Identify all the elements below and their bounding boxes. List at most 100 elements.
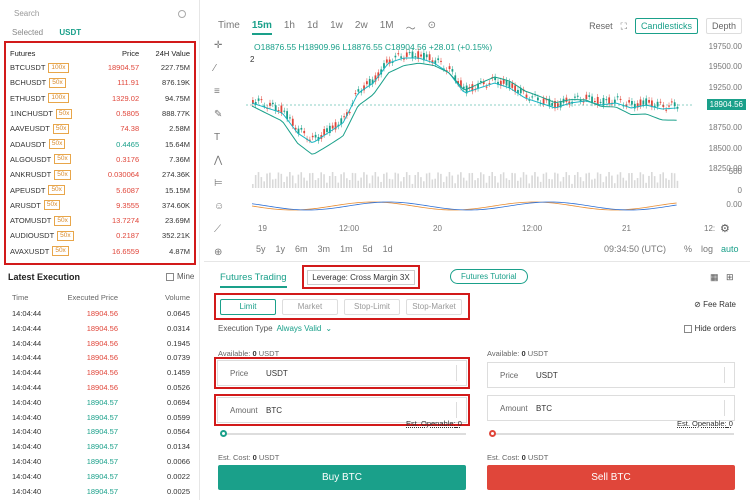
line-style-icon[interactable]: 〜 — [405, 24, 416, 35]
ohlc-readout: O18876.55 H18909.96 L18876.55 C18904.56 … — [254, 42, 493, 52]
futures-row[interactable]: ARUSDT 50x 9.3555 374.60K — [6, 198, 194, 213]
reset-button[interactable]: Reset — [589, 21, 613, 31]
buy-amount-stepper[interactable] — [456, 402, 462, 418]
sell-slider-handle[interactable] — [489, 430, 496, 437]
settings-icon[interactable]: ⚙ — [720, 223, 730, 235]
futures-symbol: ALGOUSDT — [10, 154, 52, 164]
auto-toggle[interactable]: auto — [721, 244, 739, 254]
buy-slider-handle[interactable] — [220, 430, 227, 437]
futures-symbol: ETHUSDT — [10, 93, 46, 103]
range-6m[interactable]: 6m — [295, 244, 308, 254]
fib-icon[interactable]: ≡ — [214, 86, 220, 97]
interval-time[interactable]: Time — [218, 20, 240, 31]
volume-bar — [388, 178, 391, 188]
order-type-limit[interactable]: Limit — [220, 298, 276, 315]
futures-tutorial-button[interactable]: Futures Tutorial — [450, 269, 528, 284]
range-3m[interactable]: 3m — [317, 244, 331, 254]
order-type-stop-market[interactable]: Stop-Market — [406, 298, 462, 315]
pattern-icon[interactable]: ⋀ — [214, 155, 223, 166]
text-icon[interactable]: T — [214, 132, 221, 143]
hide-orders-checkbox[interactable] — [683, 324, 692, 333]
mine-toggle[interactable]: Mine — [166, 272, 194, 281]
zoom-icon[interactable]: ⊕ — [214, 247, 223, 258]
measure-icon[interactable]: ⊨ — [214, 178, 223, 189]
fee-rate-link[interactable]: ⊘ Fee Rate — [694, 300, 736, 309]
order-type-stop-limit[interactable]: Stop-Limit — [344, 298, 400, 315]
fullscreen-icon[interactable]: ⛶ — [620, 20, 627, 31]
depth-button[interactable]: Depth — [705, 18, 742, 34]
order-type-market[interactable]: Market — [282, 298, 338, 315]
log-toggle[interactable]: log — [701, 244, 714, 254]
candlesticks-button[interactable]: Candlesticks — [634, 18, 698, 34]
buy-price-input[interactable]: Price USDT — [217, 360, 467, 386]
trendline-icon[interactable]: ⁄ — [214, 63, 216, 74]
range-1m[interactable]: 1m — [340, 244, 353, 254]
hide-orders[interactable]: Hide orders — [683, 324, 736, 333]
futures-row[interactable]: APEUSDT 50x 5.6087 15.15M — [6, 182, 194, 197]
chart-canvas[interactable] — [246, 30, 694, 240]
futures-row[interactable]: 1INCHUSDT 50x 0.5805 888.77K — [6, 106, 194, 121]
futures-row[interactable]: ETHUSDT 100x 1329.02 94.75M — [6, 91, 194, 106]
leverage-button[interactable]: Leverage: Cross Margin 3X — [307, 269, 415, 285]
interval-1d[interactable]: 1d — [307, 20, 319, 31]
x-tick: 21 — [622, 224, 631, 233]
tab-futures-trading[interactable]: Futures Trading — [220, 272, 287, 288]
range-5d[interactable]: 5d — [362, 244, 373, 254]
interval-1w[interactable]: 1w — [330, 20, 343, 31]
chevron-down-icon: ⌄ — [325, 324, 333, 333]
futures-row[interactable]: AVAXUSDT 50x 16.6559 4.87M — [6, 244, 194, 259]
volume-bar — [636, 178, 639, 188]
latest-execution-header: Time Executed Price Volume — [0, 293, 200, 302]
interval-15m[interactable]: 15m — [251, 20, 272, 35]
calculator-icon[interactable]: ⊞ — [726, 272, 734, 282]
buy-button[interactable]: Buy BTC — [218, 465, 466, 490]
futures-row[interactable]: ADAUSDT 50x 0.4465 15.64M — [6, 136, 194, 151]
range-5y[interactable]: 5y — [256, 244, 266, 254]
exec-dropdown[interactable]: Always Valid — [276, 324, 322, 333]
futures-row[interactable]: BCHUSDT 50x 111.91 876.19K — [6, 75, 194, 90]
buy-price-stepper[interactable] — [456, 365, 462, 381]
brush-icon[interactable]: ✎ — [214, 109, 223, 120]
futures-row[interactable]: ATOMUSDT 50x 13.7274 23.69M — [6, 213, 194, 228]
futures-row[interactable]: BTCUSDT 100x 18904.57 227.75M — [6, 60, 194, 75]
interval-1h[interactable]: 1h — [283, 20, 295, 31]
sell-price-label: Price — [500, 370, 519, 380]
range-1d[interactable]: 1d — [382, 244, 393, 254]
layout-icon[interactable]: ▦ — [710, 272, 719, 282]
volume-bar — [537, 176, 539, 188]
volume-bar — [297, 174, 300, 188]
y-tick: 19250.00 — [708, 82, 742, 92]
futures-row[interactable]: AAVEUSDT 50x 74.38 2.58M — [6, 121, 194, 136]
tab-selected[interactable]: Selected — [12, 28, 44, 37]
range-1y[interactable]: 1y — [275, 244, 286, 254]
tab-usdt[interactable]: USDT — [59, 28, 82, 37]
futures-row[interactable]: ALGOUSDT 50x 0.3176 7.36M — [6, 152, 194, 167]
volume-bar — [334, 176, 337, 188]
interval-1m[interactable]: 1M — [379, 20, 394, 31]
sell-amount-input[interactable]: Amount BTC — [487, 395, 735, 421]
volume-bar — [266, 173, 268, 188]
futures-row[interactable]: ANKRUSDT 50x 0.030064 274.36K — [6, 167, 194, 182]
sell-price-input[interactable]: Price USDT — [487, 362, 735, 388]
buy-slider-track[interactable] — [224, 433, 466, 435]
indicator-icon[interactable]: ⊙ — [427, 20, 437, 31]
interval-2w[interactable]: 2w — [354, 20, 368, 31]
mine-checkbox[interactable] — [166, 272, 174, 281]
price-chart[interactable]: Time 15m 1h 1d 1w 2w 1M 〜 ⊙ Reset ⛶ Candlesticks… — [204, 0, 750, 262]
ruler-icon[interactable]: ⟋ — [214, 224, 221, 235]
futures-col-price[interactable]: Price — [122, 48, 140, 58]
futures-row[interactable]: AUDIOUSDT 50x 0.2187 352.21K — [6, 228, 194, 243]
sell-button[interactable]: Sell BTC — [487, 465, 735, 490]
search-input[interactable]: Search — [8, 6, 192, 22]
indicator-count[interactable]: 2 — [250, 55, 255, 64]
sell-amount-stepper[interactable] — [724, 400, 730, 416]
buy-amount-input[interactable]: Amount BTC — [217, 397, 467, 423]
percent-toggle[interactable]: % — [684, 244, 693, 254]
sell-price-stepper[interactable] — [724, 367, 730, 383]
sell-slider-track[interactable] — [494, 433, 734, 435]
emoji-icon[interactable]: ☺ — [214, 201, 225, 212]
futures-col-value[interactable]: 24H Value — [155, 48, 190, 58]
futures-col-name[interactable]: Futures — [10, 48, 36, 58]
crosshair-icon[interactable]: ✛ — [214, 40, 223, 51]
volume-bar — [568, 175, 570, 188]
